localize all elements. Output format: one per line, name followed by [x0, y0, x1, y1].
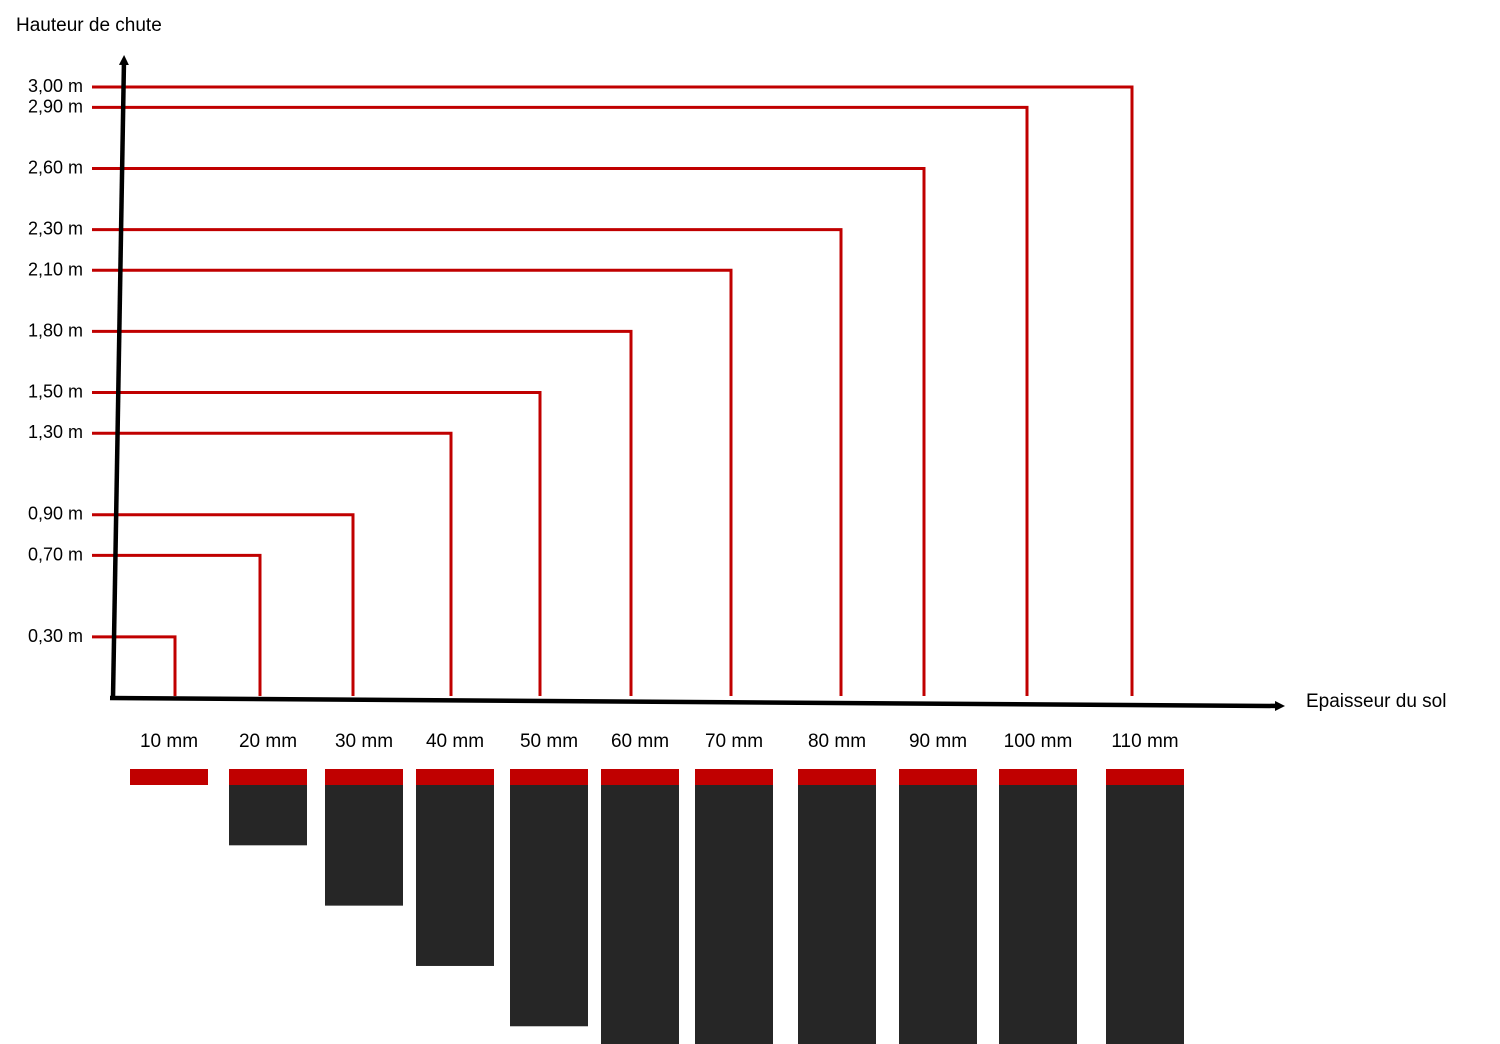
- y-tick-label: 0,30 m: [28, 626, 83, 646]
- y-tick-label: 1,50 m: [28, 382, 83, 402]
- height-line-30mm: [92, 513, 355, 696]
- x-tick-label: 60 mm: [611, 731, 669, 752]
- y-tick-label: 0,90 m: [28, 504, 83, 524]
- mat-body-50mm: [510, 785, 588, 1027]
- x-tick-label: 20 mm: [239, 731, 297, 752]
- mat-body-30mm: [325, 785, 403, 906]
- y-tick-label: 3,00 m: [28, 76, 83, 96]
- y-axis-title: Hauteur de chute: [16, 15, 162, 36]
- y-tick-label: 2,60 m: [28, 157, 83, 177]
- x-tick-label: 40 mm: [426, 731, 484, 752]
- x-tick-label: 100 mm: [1004, 731, 1073, 752]
- y-tick-labels: 0,30 m 0,70 m 0,90 m 1,30 m 1,50 m 1,80 m 2,10…: [28, 76, 83, 646]
- x-axis-title: Epaisseur du sol: [1306, 691, 1446, 712]
- height-line-10mm: [92, 635, 177, 696]
- height-line-50mm: [92, 391, 542, 696]
- x-tick-label: 80 mm: [808, 731, 866, 752]
- x-tick-label: 50 mm: [520, 731, 578, 752]
- mat-top-70mm: [695, 769, 773, 785]
- mat-top-80mm: [798, 769, 876, 785]
- mat-body-80mm: [798, 785, 876, 1044]
- x-tick-label: 70 mm: [705, 731, 763, 752]
- height-line-80mm: [92, 228, 843, 696]
- mat-body-60mm: [601, 785, 679, 1044]
- mat-top-90mm: [899, 769, 977, 785]
- y-tick-label: 1,30 m: [28, 422, 83, 442]
- mat-top-40mm: [416, 769, 494, 785]
- mat-body-100mm: [999, 785, 1077, 1044]
- mat-top-60mm: [601, 769, 679, 785]
- y-tick-label: 2,30 m: [28, 219, 83, 239]
- height-line-40mm: [92, 431, 453, 696]
- y-tick-label: 0,70 m: [28, 544, 83, 564]
- mat-top-20mm: [229, 769, 307, 785]
- x-tick-label: 110 mm: [1111, 731, 1178, 752]
- mat-top-110mm: [1106, 769, 1184, 785]
- y-tick-label: 2,90 m: [28, 96, 83, 116]
- y-tick-label: 2,10 m: [28, 259, 83, 279]
- mat-body-70mm: [695, 785, 773, 1044]
- x-tick-label: 30 mm: [335, 731, 393, 752]
- mat-top-30mm: [325, 769, 403, 785]
- x-tick-label: 10 mm: [140, 731, 198, 752]
- height-line-90mm: [92, 166, 926, 696]
- mat-thickness-blocks: [130, 769, 1184, 1044]
- mat-body-90mm: [899, 785, 977, 1044]
- height-line-100mm: [92, 105, 1029, 696]
- mat-body-110mm: [1106, 785, 1184, 1044]
- mat-top-10mm: [130, 769, 208, 785]
- height-line-110mm: [92, 85, 1134, 696]
- mat-body-40mm: [416, 785, 494, 966]
- height-line-60mm: [92, 329, 633, 696]
- x-tick-label: 90 mm: [909, 731, 967, 752]
- mat-body-20mm: [229, 785, 307, 846]
- y-tick-label: 1,80 m: [28, 320, 83, 340]
- y-axis: [110, 55, 129, 699]
- mat-top-50mm: [510, 769, 588, 785]
- x-axis: [109, 695, 1285, 711]
- height-line-20mm: [92, 553, 262, 696]
- height-line-70mm: [92, 268, 733, 696]
- mat-top-100mm: [999, 769, 1077, 785]
- x-tick-labels: 10 mm 20 mm 30 mm 40 mm 50 mm 60 mm 70 mm 80 mm…: [140, 731, 1179, 752]
- height-lines: [92, 85, 1134, 696]
